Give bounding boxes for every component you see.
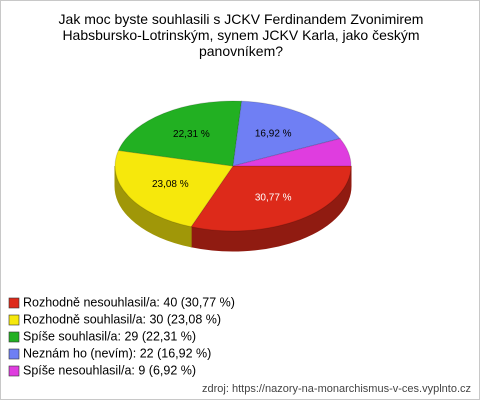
legend-label: Spíše souhlasil/a: 29 (22,31 %) xyxy=(23,329,196,343)
value-label: 22,31 % xyxy=(173,129,210,140)
legend-swatch xyxy=(8,331,20,343)
legend-label: Rozhodně souhlasil/a: 30 (23,08 %) xyxy=(23,312,221,326)
legend-label: Neznám ho (nevím): 22 (16,92 %) xyxy=(23,346,211,360)
legend-swatch xyxy=(8,365,20,377)
legend-swatch xyxy=(8,314,20,326)
chart-title: Jak moc byste souhlasili s JCKV Ferdinan… xyxy=(58,11,424,59)
value-label: 16,92 % xyxy=(255,129,292,140)
slice xyxy=(117,100,243,167)
slice xyxy=(232,100,341,167)
legend-label: Spíše nesouhlasil/a: 9 (6,92 %) xyxy=(23,363,196,377)
legend-swatch xyxy=(8,348,20,360)
legend-swatch xyxy=(8,297,20,309)
slice xyxy=(190,165,352,232)
source: zdroj: https://nazory-na-monarchismus-v-… xyxy=(202,383,471,395)
slice xyxy=(114,149,234,228)
slice xyxy=(232,138,352,167)
value-label: 23,08 % xyxy=(152,179,189,190)
legend-label: Rozhodně nesouhlasil/a: 40 (30,77 %) xyxy=(23,295,235,309)
value-label: 30,77 % xyxy=(255,193,292,204)
